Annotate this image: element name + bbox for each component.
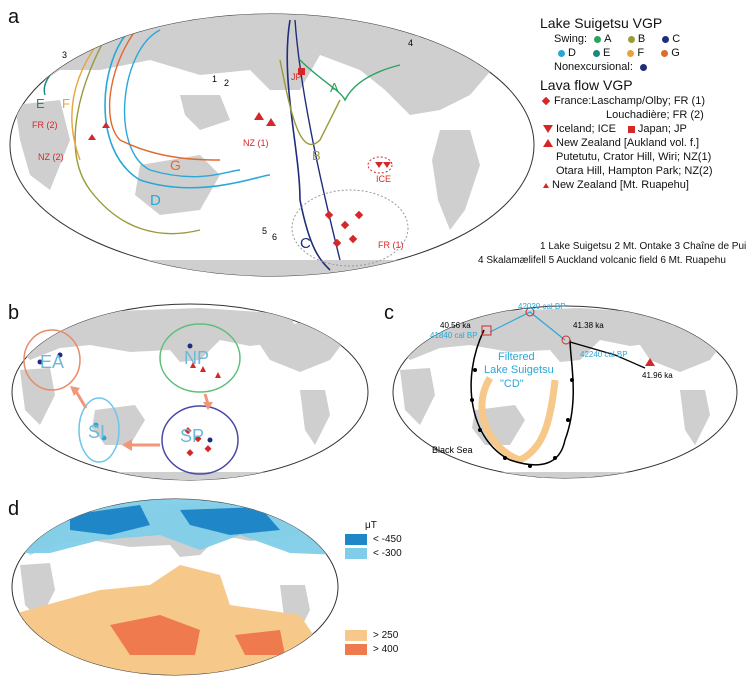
key-neg450: < -450 xyxy=(373,534,402,546)
label-4196: 41.96 ka xyxy=(642,371,673,380)
legend-nz-ruapehu: New Zealand [Mt. Ruapehu] xyxy=(552,179,689,191)
site-6: 6 xyxy=(272,232,277,242)
nonexcursional-dot-icon xyxy=(639,63,647,71)
legend-panel-a: Lake Suigetsu VGP Swing: A B C D E F G N… xyxy=(540,14,750,192)
key-pos250: > 250 xyxy=(373,630,399,642)
panel-label-b: b xyxy=(8,302,20,324)
legend-swing-g: G xyxy=(671,47,680,59)
ruapehu-triangle-icon xyxy=(543,182,549,188)
legend-swing-a: A xyxy=(604,33,611,45)
panel-label-d: d xyxy=(8,498,20,520)
site-list: 1 Lake Suigetsu 2 Mt. Ontake 3 Chaîne de… xyxy=(478,240,746,268)
label-fr2: FR (2) xyxy=(32,120,58,130)
key-neg300: < -300 xyxy=(373,548,402,560)
label-lake-suigetsu: Lake Suigetsu xyxy=(484,364,554,376)
swing-label-d: D xyxy=(150,192,161,209)
swing-a-dot-icon xyxy=(594,35,602,43)
legend-france-1: France:Laschamp/Olby; FR (1) xyxy=(554,95,705,107)
label-jp: JP xyxy=(291,72,302,82)
label-fr1: FR (1) xyxy=(378,240,404,250)
label-4138: 41.38 ka xyxy=(573,321,604,330)
site-list-row2: 4 Skalamælifell 5 Auckland volcanic fiel… xyxy=(478,255,726,266)
swing-label-c: C xyxy=(300,235,311,252)
site-2: 2 xyxy=(224,78,229,88)
legend-swing-e: E xyxy=(603,47,611,59)
site-1: 1 xyxy=(212,74,217,84)
region-label-ea: EA xyxy=(40,352,64,372)
swing-c-dot-icon xyxy=(662,35,670,43)
site-3: 3 xyxy=(62,50,67,60)
key-swatch-pos400 xyxy=(345,644,367,655)
legend-nonexcursional-label: Nonexcursional: xyxy=(554,61,633,73)
panel-label-a: a xyxy=(8,6,20,28)
key-swatch-pos250 xyxy=(345,630,367,641)
swing-d-dot-icon xyxy=(558,49,565,57)
legend-iceland: Iceland; ICE xyxy=(556,123,616,135)
map-b: EA NP SI SP xyxy=(11,303,369,481)
label-42020: 42020 cal BP xyxy=(518,302,566,311)
legend-swing-d: D xyxy=(568,47,576,59)
panel-label-c: c xyxy=(384,302,394,324)
key-swatch-neg450 xyxy=(345,534,367,545)
label-41840: 41840 cal BP xyxy=(430,331,478,340)
legend-nz-1: New Zealand [Aukland vol. f.] xyxy=(556,137,700,149)
legend-japan: Japan; JP xyxy=(637,123,687,135)
legend-france-2: Louchadière; FR (2) xyxy=(606,109,704,121)
key-pos400: > 400 xyxy=(373,644,399,656)
legend-swing-f: F xyxy=(637,47,645,59)
site-5: 5 xyxy=(262,226,267,236)
swing-label-b: B xyxy=(312,148,321,163)
label-nz2: NZ (2) xyxy=(38,152,64,162)
map-d xyxy=(11,498,339,676)
iceland-triangle-icon xyxy=(543,125,553,134)
legend-swing-c: C xyxy=(672,33,681,45)
key-unit: μT xyxy=(365,520,377,531)
swing-b-dot-icon xyxy=(627,35,635,43)
label-42240: 42240 cal BP xyxy=(580,350,628,359)
japan-square-icon xyxy=(627,125,635,133)
nz-triangle-icon xyxy=(543,139,553,148)
swing-label-f: F xyxy=(62,96,70,111)
lava-flow-markers xyxy=(88,68,391,248)
region-label-np: NP xyxy=(184,348,209,368)
swing-label-g: G xyxy=(170,157,181,173)
site-list-row1: 1 Lake Suigetsu 2 Mt. Ontake 3 Chaîne de… xyxy=(540,241,747,252)
label-cd: "CD" xyxy=(500,378,524,390)
legend-swing-b: B xyxy=(637,33,646,45)
legend-nz-3: Otara Hill, Hampton Park; NZ(2) xyxy=(556,165,713,177)
swing-label-a: A xyxy=(330,80,339,95)
site-4: 4 xyxy=(408,38,413,48)
label-filtered: Filtered xyxy=(498,351,535,363)
label-4056: 40.56 ka xyxy=(440,321,471,330)
swing-e-dot-icon xyxy=(593,49,601,57)
key-swatch-neg300 xyxy=(345,548,367,559)
swing-g-dot-icon xyxy=(661,49,669,57)
label-ice: ICE xyxy=(376,174,391,184)
region-label-si: SI xyxy=(88,422,105,442)
region-label-sp: SP xyxy=(180,426,204,446)
swing-label-e: E xyxy=(36,96,45,111)
legend-swing-label: Swing: xyxy=(554,33,588,45)
map-c: 42020 cal BP 40.56 ka 41840 cal BP 41.38… xyxy=(392,302,738,479)
legend-lava-title: Lava flow VGP xyxy=(540,77,633,93)
france-diamond-icon xyxy=(541,96,551,106)
legend-suigetsu-title: Lake Suigetsu VGP xyxy=(540,15,663,31)
map-a: A B C D E F G JP FR (2) NZ (2) NZ (1) IC… xyxy=(9,13,535,277)
swing-f-dot-icon xyxy=(627,49,635,57)
label-nz1: NZ (1) xyxy=(243,138,269,148)
legend-nz-2: Putetutu, Crator Hill, Wiri; NZ(1) xyxy=(556,151,712,163)
label-black-sea: Black Sea xyxy=(432,445,473,455)
